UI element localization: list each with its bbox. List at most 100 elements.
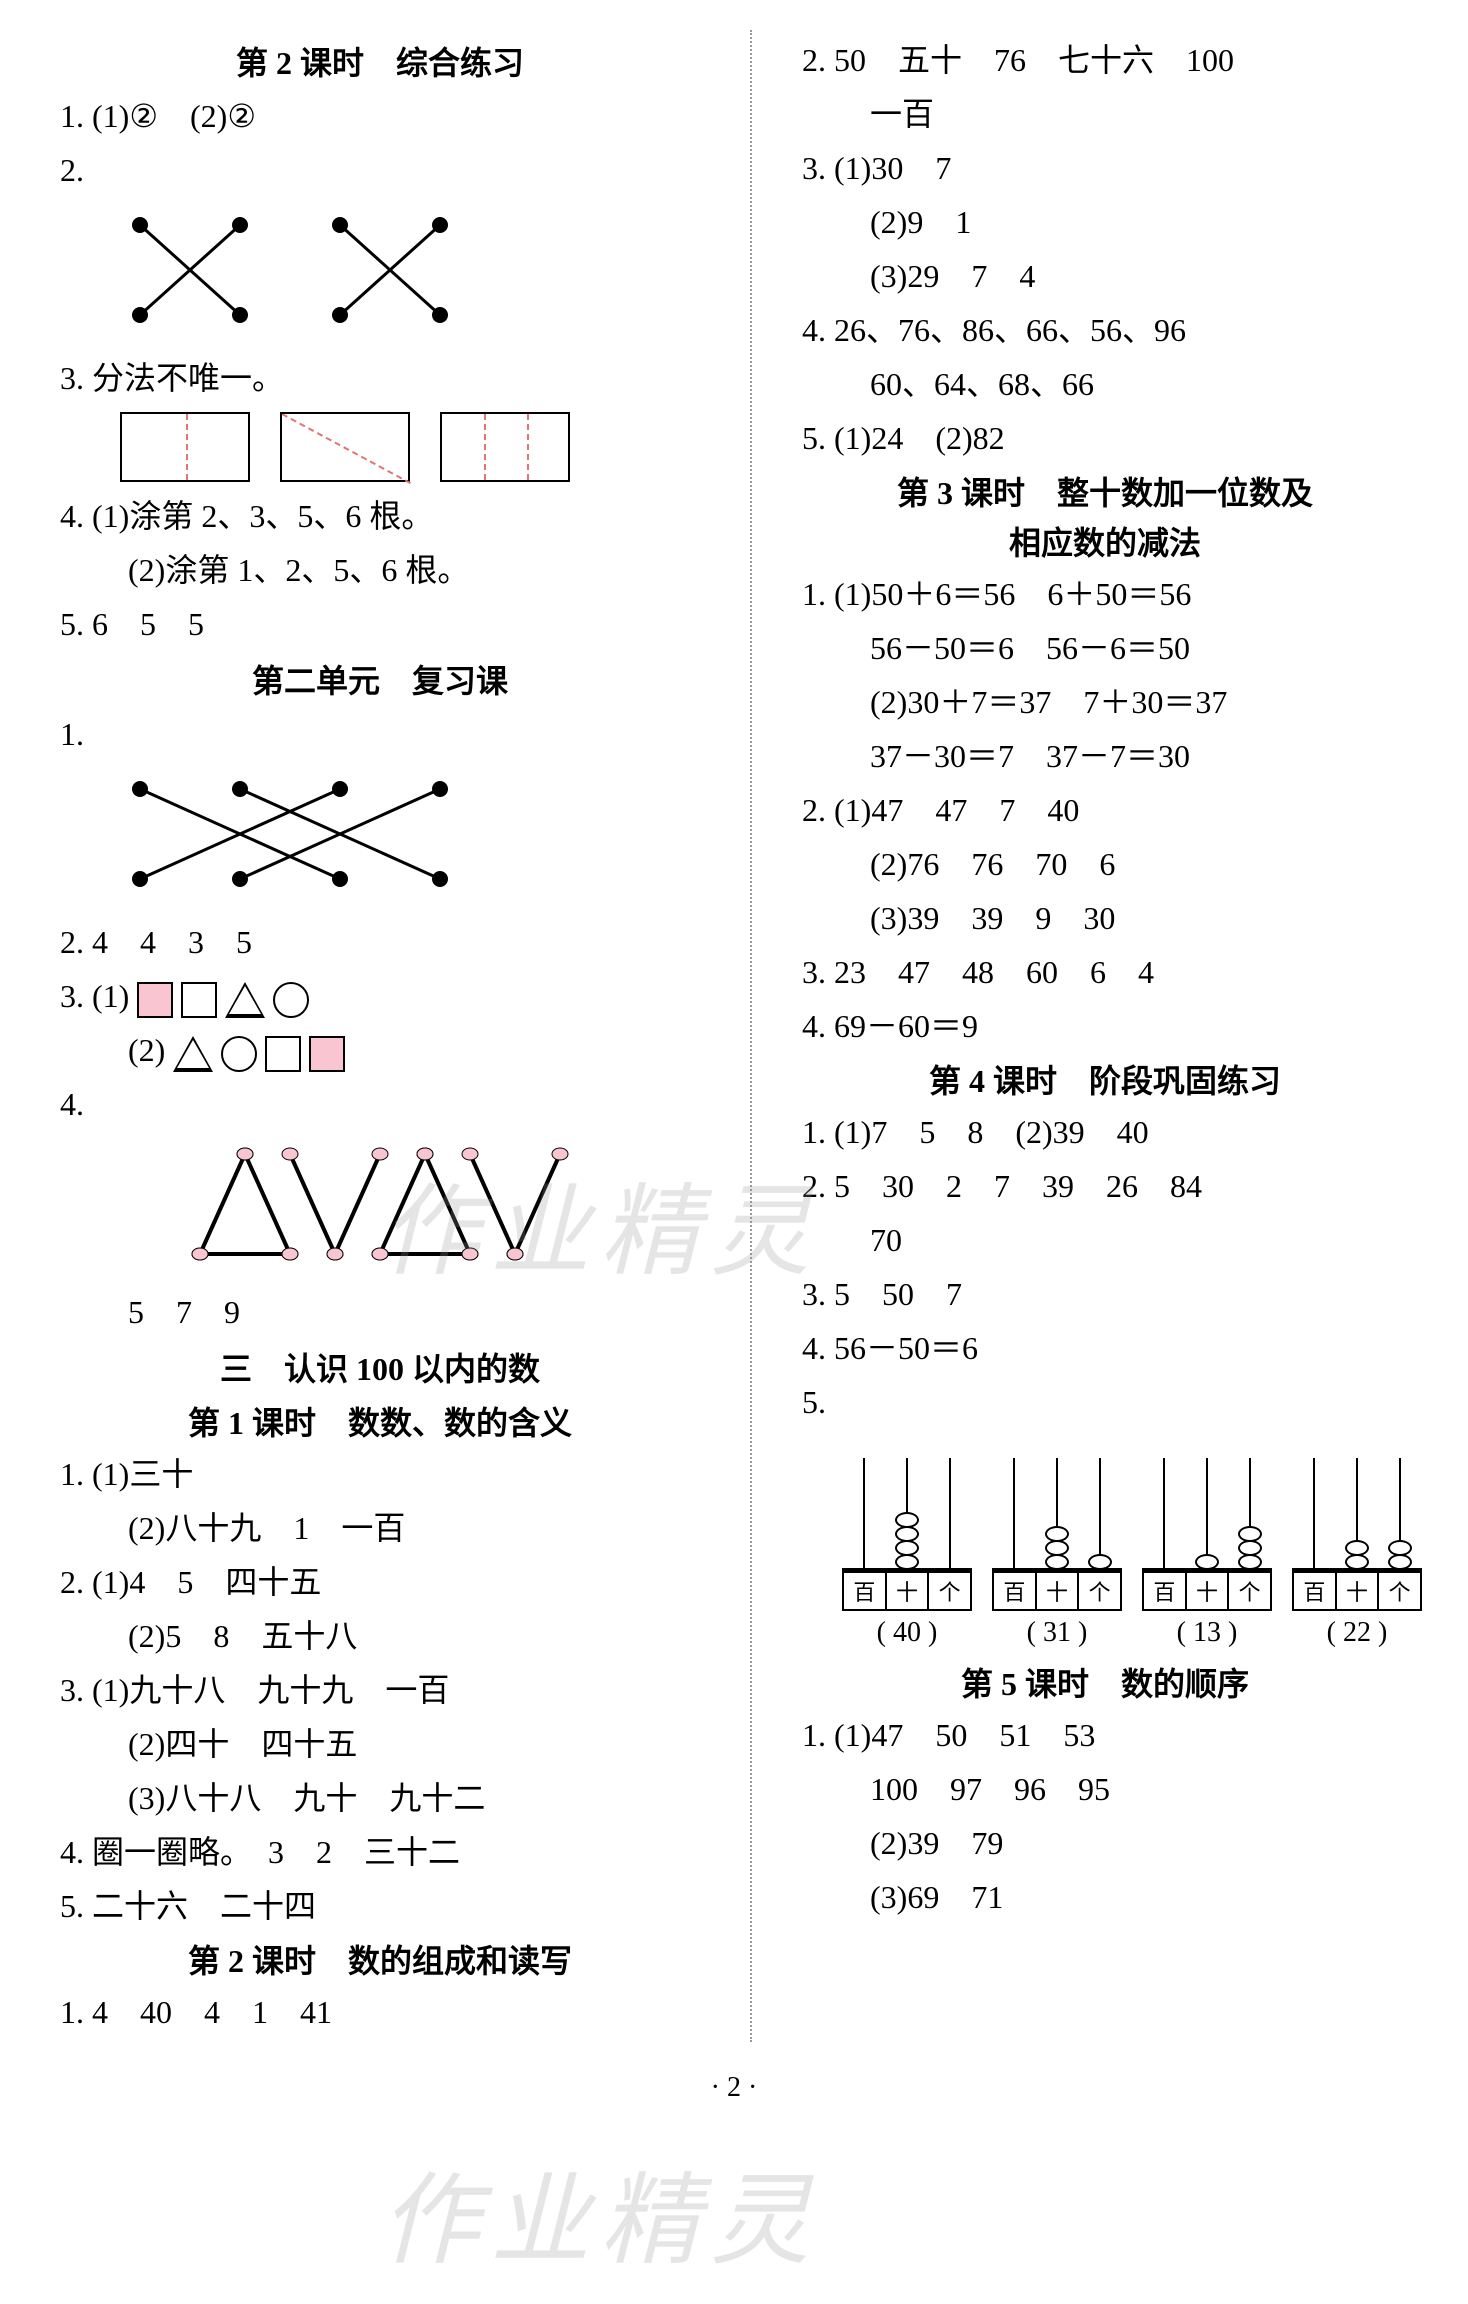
heading-lesson2: 第 2 课时 综合练习	[60, 38, 700, 84]
left-column: 第 2 课时 综合练习 1. (1)② (2)② 2. 3. 分法不唯一。 4.…	[60, 30, 700, 2042]
cross-match-diagram-1	[100, 210, 480, 330]
u3-q1: 1. (1)三十	[60, 1450, 700, 1498]
u3b-q1: 1. 4 40 4 1 41	[60, 1988, 700, 2036]
abacus-unit: 百十个 ( 40 )	[842, 1441, 972, 1649]
abacus-frame	[1142, 1441, 1272, 1571]
abacus-rod	[1163, 1458, 1165, 1568]
abacus-labels: 百十个	[992, 1571, 1122, 1611]
r-q4b: 60、64、68、66	[802, 360, 1408, 408]
cross-match-diagram-2	[100, 774, 480, 894]
abacus-unit: 百十个( 13 )	[1142, 1441, 1272, 1649]
sq-empty-shape	[265, 1036, 301, 1072]
heading-unit3: 三 认识 100 以内的数	[60, 1344, 700, 1390]
abacus-labels: 百十个	[842, 1571, 972, 1611]
heading-lesson3-tens-b: 相应数的减法	[802, 518, 1408, 564]
sq-shape	[309, 1036, 345, 1072]
abacus-unit: 百十个 ( 22 )	[1292, 1441, 1422, 1649]
heading-lesson1-counting: 第 1 课时 数数、数的含义	[60, 1398, 700, 1444]
page-number: · 2 ·	[60, 2072, 1408, 2104]
tri-empty-shape	[173, 1036, 213, 1072]
abacus-place-label: 个	[1229, 1573, 1270, 1609]
division-rect	[120, 412, 250, 482]
sq-shape	[137, 982, 173, 1018]
u3-q2a: 2. (1)4 5 四十五	[60, 1558, 700, 1606]
left-q3: 3. 分法不唯一。	[60, 354, 700, 402]
circ-empty-shape	[273, 982, 309, 1018]
abacus-rod	[949, 1458, 951, 1568]
abacus-labels: 百十个	[1292, 1571, 1422, 1611]
r-q3c: (3)29 7 4	[802, 252, 1408, 300]
abacus-rod	[1249, 1458, 1251, 1568]
l4-5: 5.	[802, 1378, 1408, 1426]
abacus-bead	[1195, 1554, 1219, 1570]
r-q5: 5. (1)24 (2)82	[802, 414, 1408, 462]
abacus-place-label: 百	[1294, 1573, 1337, 1609]
l5-1c: (2)39 79	[802, 1819, 1408, 1867]
review-q1: 1.	[60, 710, 700, 758]
l5-1a: 1. (1)47 50 51 53	[802, 1711, 1408, 1759]
matchstick-triangles	[180, 1144, 600, 1264]
rectangle-division-group	[120, 412, 700, 482]
abacus-place-label: 百	[994, 1573, 1037, 1609]
abacus-place-label: 百	[844, 1573, 887, 1609]
u3-q1b: (2)八十九 1 一百	[60, 1504, 700, 1552]
abacus-value: ( 40 )	[877, 1617, 938, 1649]
abacus-bead	[1238, 1554, 1262, 1570]
l4-2b: 70	[802, 1216, 1408, 1264]
abacus-rod	[1013, 1458, 1015, 1568]
u3-q5: 5. 二十六 二十四	[60, 1882, 700, 1930]
l3-1c: (2)30＋7＝37 7＋30＝37	[802, 678, 1408, 726]
review-q3-label: 3. (1)	[60, 978, 129, 1014]
abacus-bead	[1388, 1554, 1412, 1570]
l4-1: 1. (1)7 5 8 (2)39 40	[802, 1108, 1408, 1156]
r-q2b: 一百	[802, 90, 1408, 138]
abacus-value: ( 22 )	[1327, 1617, 1388, 1649]
abacus-value: ( 31 )	[1027, 1617, 1088, 1649]
review-q3b: (2)	[60, 1026, 700, 1074]
abacus-bead	[1045, 1554, 1069, 1570]
u3-q3a: 3. (1)九十八 九十九 一百	[60, 1666, 700, 1714]
watermark-2: 作业精灵	[380, 2139, 820, 2284]
abacus-bead	[1345, 1554, 1369, 1570]
abacus-bead	[1088, 1554, 1112, 1570]
shape-pattern-1	[137, 982, 309, 1018]
l3-1b: 56－50＝6 56－6＝50	[802, 624, 1408, 672]
abacus-rod	[1399, 1458, 1401, 1568]
shape-pattern-2	[173, 1036, 345, 1072]
heading-unit2-review: 第二单元 复习课	[60, 656, 700, 702]
review-q4: 4.	[60, 1080, 700, 1128]
abacus-rod	[1056, 1458, 1058, 1568]
abacus-row: 百十个( 40 )百十个( 31 )百十个( 13 )百十个( 22 )	[842, 1441, 1408, 1649]
l5-1d: (3)69 71	[802, 1873, 1408, 1921]
abacus-place-label: 十	[887, 1573, 930, 1609]
l3-4: 4. 69－60＝9	[802, 1002, 1408, 1050]
review-q3b-label: (2)	[128, 1032, 165, 1068]
review-q3: 3. (1)	[60, 972, 700, 1020]
l4-2: 2. 5 30 2 7 39 26 84	[802, 1162, 1408, 1210]
abacus-rod	[1356, 1458, 1358, 1568]
u3-q4: 4. 圈一圈略。 3 2 三十二	[60, 1828, 700, 1876]
heading-lesson4-practice: 第 4 课时 阶段巩固练习	[802, 1056, 1408, 1102]
abacus-unit: 百十个 ( 31 )	[992, 1441, 1122, 1649]
heading-lesson2-composition: 第 2 课时 数的组成和读写	[60, 1936, 700, 1982]
l3-1d: 37－30＝7 37－7＝30	[802, 732, 1408, 780]
division-rect	[280, 412, 410, 482]
right-column: 2. 50 五十 76 七十六 100 一百 3. (1)30 7 (2)9 1…	[802, 30, 1408, 2042]
l3-2a: 2. (1)47 47 7 40	[802, 786, 1408, 834]
u3-q3c: (3)八十八 九十 九十二	[60, 1774, 700, 1822]
abacus-frame	[992, 1441, 1122, 1571]
abacus-rod	[1206, 1458, 1208, 1568]
abacus-place-label: 十	[1037, 1573, 1080, 1609]
review-q2: 2. 4 4 3 5	[60, 918, 700, 966]
abacus-rod	[906, 1458, 908, 1568]
l3-2b: (2)76 76 70 6	[802, 840, 1408, 888]
heading-lesson5-order: 第 5 课时 数的顺序	[802, 1659, 1408, 1705]
heading-lesson3-tens: 第 3 课时 整十数加一位数及	[802, 468, 1408, 514]
abacus-bead	[895, 1554, 919, 1570]
abacus-frame	[1292, 1441, 1422, 1571]
abacus-rod	[1099, 1458, 1101, 1568]
abacus-place-label: 个	[1379, 1573, 1420, 1609]
abacus-frame	[842, 1441, 972, 1571]
u3-q3b: (2)四十 四十五	[60, 1720, 700, 1768]
l3-3: 3. 23 47 48 60 6 4	[802, 948, 1408, 996]
